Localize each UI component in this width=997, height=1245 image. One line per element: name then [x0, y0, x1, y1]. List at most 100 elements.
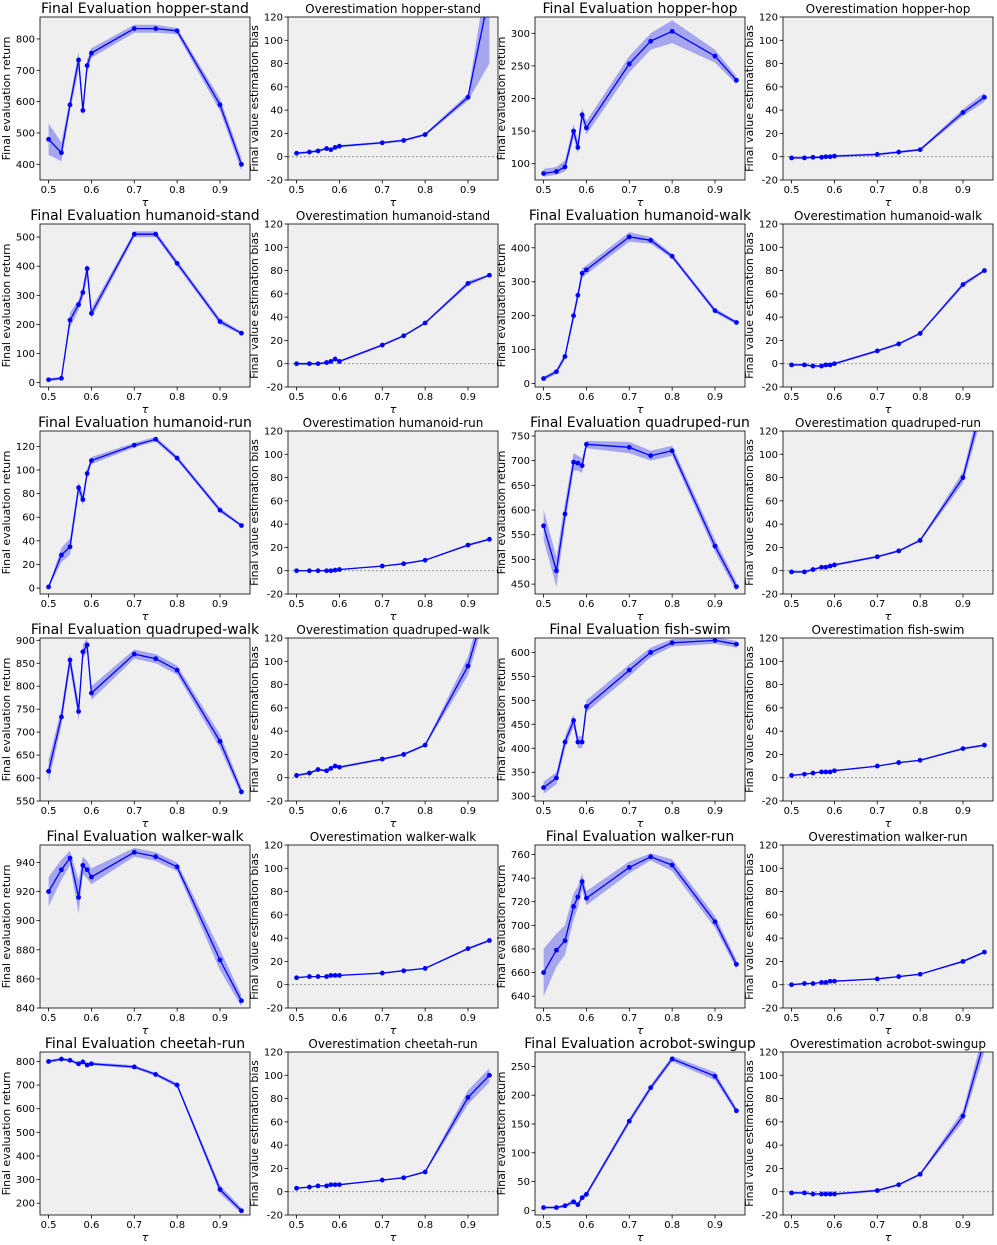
chart-13-ytick-label: 60: [270, 703, 283, 714]
chart-14-frame: [534, 637, 746, 802]
chart-6-ytick-label: 400: [511, 243, 530, 254]
chart-12-line: [47, 642, 242, 793]
chart-14-point: [554, 775, 559, 781]
chart-21-point: [401, 1175, 407, 1181]
chart-1-ytick-label: -20: [267, 176, 283, 187]
chart-7-point: [917, 331, 923, 336]
chart-21-ytick-label: 20: [270, 1164, 283, 1175]
chart-5-point: [294, 361, 299, 367]
chart-17-xlabel: τ: [390, 1024, 397, 1037]
chart-9-ytick-label: 0: [277, 566, 283, 577]
chart-11-point: [960, 475, 966, 480]
chart-7-xtick-label: 0.6: [826, 392, 842, 403]
chart-8-plot-area: [40, 431, 250, 594]
chart-19-point: [874, 976, 880, 982]
chart-0-point: [239, 161, 244, 167]
chart-10-point: [541, 523, 546, 529]
chart-18-title: Final Evaluation walker-run: [546, 829, 735, 845]
chart-15-xtick-label: 0.5: [784, 806, 800, 817]
chart-7-frame: [782, 223, 994, 388]
chart-3-point: [917, 147, 923, 153]
chart-5-ytick-label: 20: [270, 336, 283, 347]
chart-7-series: [789, 268, 987, 369]
chart-4-point: [59, 375, 64, 381]
chart-4-point: [84, 266, 90, 271]
chart-9-point: [487, 536, 492, 542]
chart-22-xtick-label: 0.6: [578, 1220, 594, 1231]
chart-15-frame: [782, 637, 994, 802]
chart-18-xtick-label: 0.7: [621, 1013, 637, 1024]
chart-23-ytick-label: 80: [765, 1094, 778, 1105]
chart-22-point: [712, 1073, 718, 1079]
chart-0-point: [59, 150, 64, 156]
chart-9-point: [315, 568, 321, 574]
chart-14-point: [579, 739, 585, 745]
chart-2-plot-area: [535, 17, 745, 180]
chart-21-point: [337, 1182, 342, 1188]
chart-6-point: [584, 267, 589, 273]
chart-1-ytick-label: 60: [270, 82, 283, 93]
chart-6-title: Final Evaluation humanoid-walk: [529, 208, 752, 224]
chart-1-point: [465, 94, 471, 100]
chart-19-ytick-label: 80: [765, 887, 778, 898]
chart-1-point: [328, 147, 334, 153]
chart-1-ytick-label: 0: [277, 152, 283, 163]
chart-12: 0.5 0.6 0.7 0.8 0.9 550 600 650 700 750 800 850 900 τ…: [0, 622, 260, 830]
chart-13-frame: [287, 637, 499, 802]
chart-9-point: [422, 557, 428, 563]
chart-0-xtick-label: 0.6: [83, 185, 99, 196]
chart-21-point: [332, 1182, 338, 1188]
chart-1-xtick-label: 0.9: [460, 185, 476, 196]
chart-9-ytick-label: -20: [267, 590, 283, 601]
chart-10: 0.5 0.6 0.7 0.8 0.9 450 500 550 600 650 700 750 τ Fin…: [495, 415, 750, 623]
chart-20-point: [174, 1082, 180, 1088]
chart-15-point: [896, 760, 902, 765]
chart-12-xtick-label: 0.5: [41, 806, 57, 817]
chart-20-point: [59, 1056, 64, 1062]
chart-0-xlabel: τ: [142, 196, 149, 209]
chart-0-xtick-label: 0.5: [41, 185, 57, 196]
chart-19-xtick-label: 0.7: [869, 1013, 885, 1024]
chart-10-point: [562, 511, 568, 517]
chart-5-xtick-label: 0.6: [331, 392, 347, 403]
chart-23-xtick-label: 0.7: [869, 1220, 885, 1231]
chart-6-xtick-label: 0.5: [536, 392, 552, 403]
chart-9-xtick-label: 0.7: [374, 599, 390, 610]
chart-11-point: [917, 538, 923, 543]
chart-7-xtick-label: 0.8: [912, 392, 928, 403]
chart-21-xtick-label: 0.7: [374, 1220, 390, 1231]
chart-11-ytick-label: 120: [759, 427, 778, 438]
chart-22-ytick-label: 150: [511, 1119, 530, 1130]
chart-17-xtick-label: 0.8: [417, 1013, 433, 1024]
chart-16-point: [80, 862, 86, 868]
chart-22-xtick-label: 0.7: [621, 1220, 637, 1231]
chart-12-frame: [39, 637, 251, 802]
chart-16-ylabel: Final evaluation return: [0, 865, 13, 989]
chart-13-ytick-label: 0: [277, 773, 283, 784]
chart-19-point: [896, 974, 902, 979]
chart-3-point: [810, 154, 816, 160]
chart-5-ytick-label: 40: [270, 313, 283, 324]
chart-0-point: [80, 108, 86, 113]
chart-18: 0.5 0.6 0.7 0.8 0.9 640 660 680 700 720 740 760 τ Fin…: [495, 829, 746, 1037]
chart-5-point: [307, 361, 312, 367]
chart-13-ytick-label: 80: [270, 680, 283, 691]
chart-2-xlabel: τ: [637, 196, 644, 209]
chart-21-xlabel: τ: [390, 1231, 397, 1244]
chart-12-point: [239, 789, 244, 795]
chart-18-point: [584, 895, 589, 901]
chart-9-point: [294, 568, 299, 574]
chart-22-ytick-label: 250: [511, 1062, 530, 1073]
chart-8-point: [76, 485, 81, 491]
chart-9-title: Overestimation humanoid-run: [303, 416, 484, 430]
chart-23-point: [802, 1190, 807, 1196]
chart-15-ytick-label: 60: [765, 703, 778, 714]
chart-7-point: [874, 348, 880, 354]
chart-21-xtick-label: 0.8: [417, 1220, 433, 1231]
chart-14: 0.5 0.6 0.7 0.8 0.9 300 350 400 450 500 550 600 τ Fin…: [495, 622, 746, 830]
chart-4-ytick-label: 500: [16, 233, 35, 244]
chart-19-ytick-label: 100: [759, 864, 778, 875]
chart-10-xtick-label: 0.6: [578, 599, 594, 610]
chart-3-ytick-label: 120: [759, 13, 778, 24]
chart-4-plot-area: [40, 224, 250, 387]
